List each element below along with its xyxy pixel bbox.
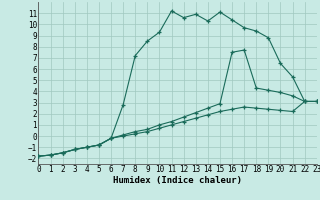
X-axis label: Humidex (Indice chaleur): Humidex (Indice chaleur) [113,176,242,185]
